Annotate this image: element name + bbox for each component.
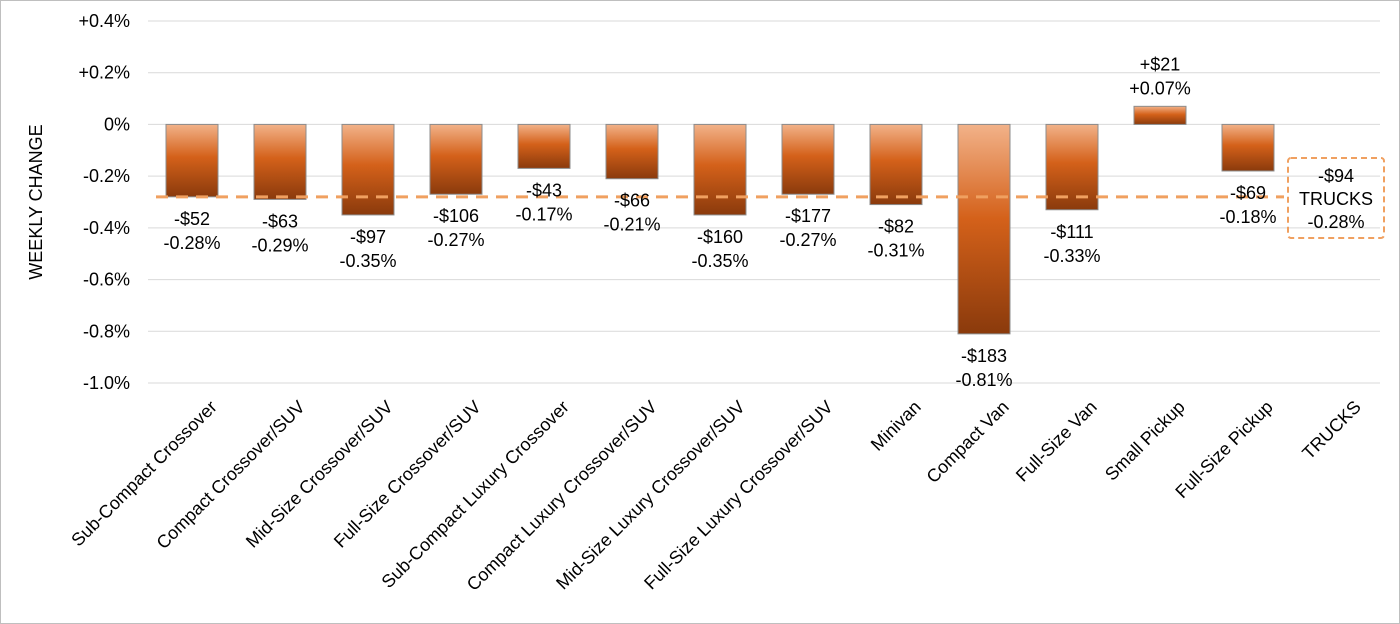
bar [781,123,835,195]
data-label-dollar: -$52 [174,209,210,229]
x-tick-label: Compact Van [923,397,1013,487]
x-tick-label: Mid-Size Luxury Crossover/SUV [552,397,749,594]
average-percent-label: -0.28% [1307,212,1364,232]
average-name-label: TRUCKS [1299,189,1373,209]
data-label-dollar: -$63 [262,211,298,231]
data-label-percent: -0.27% [779,230,836,250]
data-label-dollar: -$66 [614,191,650,211]
average-summary-box [1287,157,1385,239]
data-label-percent: -0.27% [427,230,484,250]
data-label-dollar: -$177 [785,206,831,226]
bar [253,123,307,200]
data-label-dollar: -$82 [878,217,914,237]
data-label-percent: -0.18% [1219,207,1276,227]
x-tick-label: Compact Crossover/SUV [153,397,309,553]
data-label-dollar: -$97 [350,227,386,247]
y-tick-label: 0% [104,114,130,134]
x-tick-label: TRUCKS [1298,397,1364,463]
data-label-dollar: -$183 [961,346,1007,366]
x-tick-label: Minivan [867,397,925,455]
data-label-dollar: -$69 [1230,183,1266,203]
x-tick-label: Full-Size Pickup [1171,397,1276,502]
bar [429,123,483,195]
x-tick-label: Sub-Compact Luxury Crossover [378,397,573,592]
y-tick-label: -1.0% [83,373,130,393]
data-label-percent: -0.31% [867,241,924,261]
bar [517,123,571,169]
bar [693,123,747,216]
x-tick-label: Compact Luxury Crossover/SUV [463,397,661,595]
data-label-dollar: -$111 [1050,222,1093,242]
y-axis-title: WEEKLY CHANGE [26,124,46,279]
x-tick-label: Sub-Compact Crossover [67,397,220,550]
x-tick-label: Full-Size Luxury Crossover/SUV [640,397,837,594]
data-label-dollar: -$43 [526,180,562,200]
x-tick-label: Full-Size Van [1012,397,1101,486]
bar [341,123,395,216]
bar [1045,123,1099,211]
y-tick-label: -0.4% [83,218,130,238]
data-label-percent: -0.29% [251,235,308,255]
bar [605,123,659,180]
bar [957,123,1011,335]
data-label-percent: -0.33% [1043,246,1100,266]
y-tick-label: -0.8% [83,321,130,341]
x-tick-label: Full-Size Crossover/SUV [330,397,485,552]
x-tick-label: Small Pickup [1101,397,1189,485]
data-label-percent: -0.28% [163,233,220,253]
data-label-percent: -0.35% [339,251,396,271]
y-tick-label: -0.2% [83,166,130,186]
data-label-percent: -0.21% [603,215,660,235]
data-label-percent: +0.07% [1129,78,1191,98]
bar [1133,105,1187,125]
data-label-percent: -0.35% [691,251,748,271]
y-tick-label: -0.6% [83,270,130,290]
data-label-dollar: -$106 [433,206,479,226]
bar [869,123,923,206]
bar [165,123,219,198]
x-tick-label: Mid-Size Crossover/SUV [242,397,397,552]
bar [1221,123,1275,172]
y-tick-label: +0.2% [78,63,130,83]
average-dollar-label: -$94 [1318,166,1354,186]
y-tick-label: +0.4% [78,11,130,31]
data-label-dollar: -$160 [697,227,743,247]
data-label-percent: -0.17% [515,204,572,224]
data-label-percent: -0.81% [955,370,1012,390]
data-label-dollar: +$21 [1140,54,1181,74]
